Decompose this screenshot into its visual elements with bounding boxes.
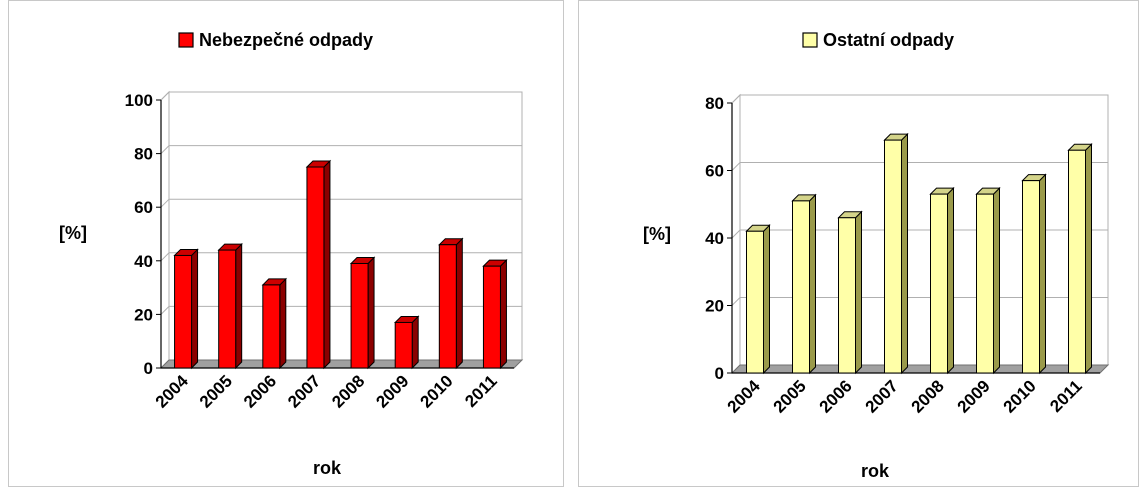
y-tick-label: 20 (705, 297, 724, 316)
bar-side (901, 132, 908, 375)
x-tick-label: 2011 (461, 371, 501, 411)
x-tick-label: 2005 (196, 371, 236, 411)
x-tick-label: 2010 (416, 371, 456, 411)
y-tick-label: 60 (705, 162, 724, 181)
bar-front (1022, 180, 1040, 374)
bar (883, 132, 909, 375)
bar (261, 277, 288, 370)
bar-front (792, 200, 810, 374)
bar-front (1068, 149, 1086, 374)
bar-side (855, 210, 862, 375)
x-axis-label: rok (861, 461, 890, 481)
bar (1021, 173, 1047, 375)
x-tick-label: 2009 (954, 376, 994, 416)
hazardous-waste-chart-svg: 0 20 40 60 80 100 2004 2005 2006 2007 2008 2009 2010… (59, 30, 524, 478)
x-tick-label: 2004 (152, 371, 193, 412)
bar (837, 210, 863, 375)
bar-side (411, 315, 419, 370)
x-tick-label: 2006 (816, 376, 856, 416)
gridline (160, 145, 522, 154)
bar-front (218, 249, 237, 369)
bar-side (763, 224, 770, 375)
bar (438, 237, 464, 370)
bar-side (367, 256, 375, 370)
x-tick-label: 2006 (240, 371, 280, 411)
x-tick-label: 2010 (1000, 376, 1040, 416)
bar-side (947, 186, 954, 375)
bar-side (499, 258, 507, 370)
other-waste-chart-svg: 0 20 40 60 80 2004 2005 2006 2007 2008 2009 2010 201… (643, 30, 1110, 481)
y-tick-label: 80 (705, 94, 724, 113)
x-tick-label: 2007 (862, 376, 902, 416)
bar-front (482, 265, 501, 369)
other-waste-chart: 0 20 40 60 80 2004 2005 2006 2007 2008 2009 2010 201… (578, 0, 1139, 487)
bar-front (838, 217, 856, 374)
bar-side (455, 237, 463, 370)
y-tick-label: 20 (134, 305, 153, 324)
legend: Nebezpečné odpady (178, 30, 373, 50)
bar (929, 186, 955, 375)
bar (217, 242, 243, 370)
legend-swatch (178, 32, 194, 48)
bar-front (976, 193, 994, 374)
bar (975, 186, 1001, 375)
bar-side (993, 186, 1000, 375)
x-tick-label: 2009 (372, 371, 412, 411)
gridline (731, 162, 1108, 171)
bar (1067, 143, 1093, 375)
legend-swatch (802, 32, 818, 48)
legend: Ostatní odpady (802, 30, 954, 50)
bar-side (1039, 173, 1046, 375)
bar-front (438, 244, 457, 369)
plot-floor (159, 359, 524, 369)
bar (482, 258, 508, 370)
legend-label: Ostatní odpady (823, 30, 954, 50)
bar-side (279, 277, 287, 370)
y-tick-label: 100 (125, 91, 153, 110)
bar-front (930, 193, 948, 374)
bar (393, 315, 420, 370)
bar-side (323, 159, 331, 370)
x-axis-label: rok (313, 458, 342, 478)
bar-side (191, 248, 199, 370)
x-tick-label: 2005 (770, 376, 810, 416)
x-tick-label: 2008 (328, 371, 368, 411)
y-tick-label: 0 (144, 359, 153, 378)
x-tick-label: 2007 (284, 371, 324, 411)
bar-front (884, 139, 902, 374)
y-tick-label: 80 (134, 145, 153, 164)
bar-front (746, 230, 764, 374)
gridline (731, 94, 1108, 104)
hazardous-waste-chart: 0 20 40 60 80 100 2004 2005 2006 2007 2008 2009 2010… (8, 0, 564, 487)
bar (173, 248, 199, 370)
legend-label: Nebezpečné odpady (199, 30, 373, 50)
plot-floor (730, 364, 1110, 374)
gridline (160, 198, 522, 208)
bar-front (350, 262, 369, 369)
y-tick-label: 40 (705, 229, 724, 248)
y-axis-label: [%] (643, 224, 671, 244)
bar (305, 159, 332, 370)
bar-side (1085, 143, 1092, 375)
gridline (160, 305, 522, 315)
bar (791, 193, 817, 375)
x-tick-label: 2008 (908, 376, 948, 416)
gridline (160, 252, 522, 262)
x-tick-label: 2011 (1046, 376, 1086, 416)
y-tick-label: 0 (715, 364, 724, 383)
bar-side (235, 242, 243, 370)
bar-front (306, 166, 325, 369)
gridline (160, 91, 522, 101)
bar-front (262, 284, 281, 369)
bar (349, 256, 376, 370)
bar (745, 224, 771, 375)
plot-side-wall (160, 90, 170, 370)
y-tick-label: 40 (134, 252, 153, 271)
y-tick-label: 60 (134, 198, 153, 217)
x-tick-label: 2004 (724, 376, 765, 417)
y-axis-label: [%] (59, 223, 87, 243)
bar-front (174, 254, 193, 369)
bar-front (394, 321, 413, 369)
bar-side (809, 193, 816, 375)
